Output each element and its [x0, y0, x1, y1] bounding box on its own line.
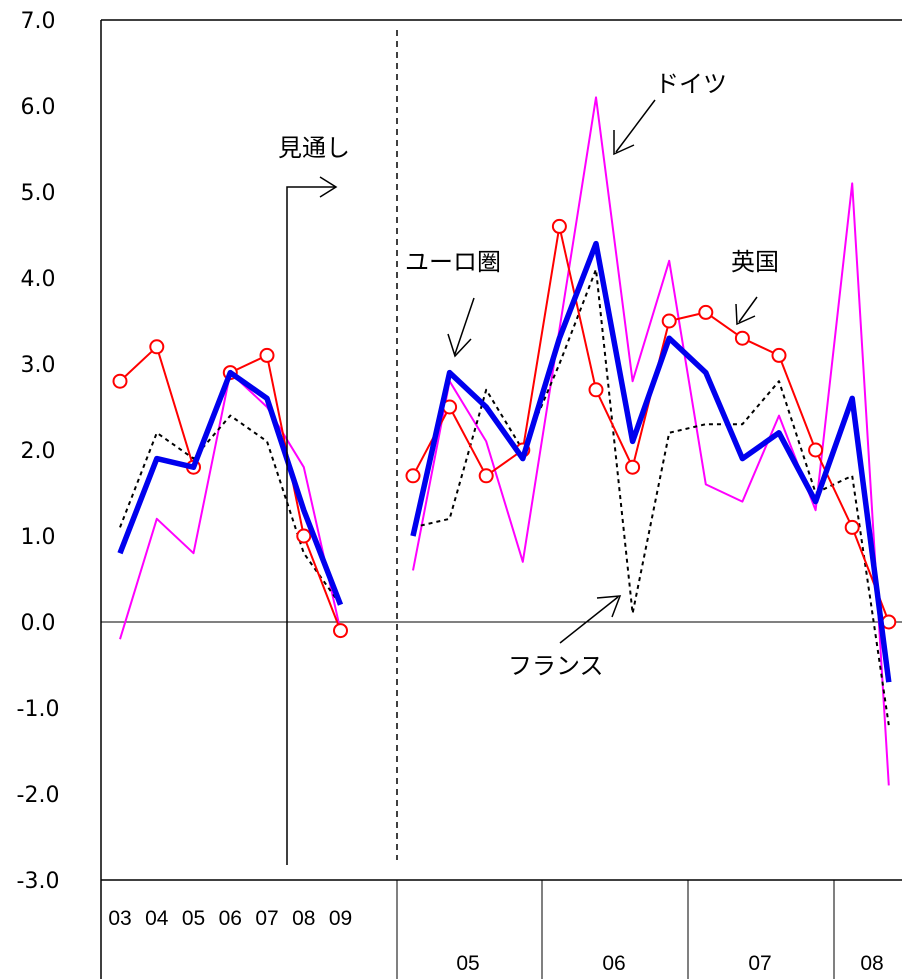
forecast-arrow [286, 186, 335, 865]
y-tick-label: 3.0 [21, 353, 56, 378]
eurozone-label: ユーロ圏 [405, 248, 501, 276]
x-tick-label-year: 07 [748, 952, 771, 975]
annotations: 見通し ドイツ ユーロ圏 英国 フランス [278, 70, 779, 865]
uk-marker [844, 519, 860, 535]
y-tick-label: 4.0 [21, 267, 56, 292]
france-arrow [559, 595, 622, 644]
y-tick-label: 2.0 [21, 439, 56, 464]
eurozone-arrow [447, 297, 475, 358]
x-tick-label-annual: 07 [255, 907, 278, 930]
uk-marker [478, 468, 494, 484]
series-line-markers [412, 225, 890, 623]
uk-marker [333, 623, 348, 639]
y-tick-label: 0.0 [21, 611, 56, 636]
uk-marker [588, 382, 604, 398]
series-line-thick [410, 240, 892, 683]
uk-marker [259, 347, 275, 363]
uk-marker [149, 339, 165, 355]
forecast-arrow-head [319, 176, 338, 198]
uk-arrow [735, 296, 758, 326]
x-tick-label-year: 06 [602, 952, 625, 975]
y-tick-label: 7.0 [21, 9, 56, 34]
x-tick-label-annual: 05 [182, 907, 205, 930]
series-line-thick [117, 369, 344, 606]
uk-marker [112, 373, 128, 389]
uk-marker [771, 347, 787, 363]
uk-marker [405, 468, 421, 484]
y-tick-label: 5.0 [21, 181, 56, 206]
chart-axes [100, 19, 902, 979]
series-line-thin [412, 96, 890, 786]
uk-marker [625, 459, 641, 475]
x-tick-label-annual: 03 [108, 907, 131, 930]
y-tick-labels: 7.0 6.0 5.0 4.0 3.0 2.0 1.0 0.0 -1.0 -2.0 -3.0 [17, 9, 60, 894]
x-tick-labels: 03 04 05 06 07 08 09 05 06 07 08 [108, 907, 883, 975]
y-tick-label: 6.0 [21, 95, 56, 120]
series-line-markers [119, 345, 342, 631]
y-tick-label: -1.0 [17, 697, 60, 722]
x-tick-label-annual: 04 [145, 907, 169, 930]
x-tick-label-annual: 09 [329, 907, 352, 930]
y-tick-label: -3.0 [17, 869, 60, 894]
x-tick-label-annual: 08 [292, 907, 315, 930]
germany-arrow [613, 99, 656, 156]
series-line-dotted [412, 268, 890, 726]
series-lines [112, 96, 897, 786]
france-label: フランス [508, 652, 604, 680]
uk-marker [551, 218, 567, 234]
series-line-thin [119, 371, 342, 640]
uk-marker [734, 330, 750, 346]
forecast-label: 見通し [278, 134, 350, 162]
uk-marker [808, 442, 824, 458]
uk-label: 英国 [731, 248, 779, 276]
x-tick-label-year: 08 [860, 952, 883, 975]
x-tick-label-annual: 06 [219, 907, 242, 930]
uk-marker [296, 528, 312, 544]
germany-label: ドイツ [655, 70, 727, 98]
x-tick-label-year: 05 [456, 952, 479, 975]
y-tick-label: -2.0 [17, 783, 60, 808]
y-tick-label: 1.0 [21, 525, 56, 550]
uk-marker [661, 313, 677, 329]
series-line-dotted [119, 414, 342, 606]
uk-marker [698, 304, 714, 320]
